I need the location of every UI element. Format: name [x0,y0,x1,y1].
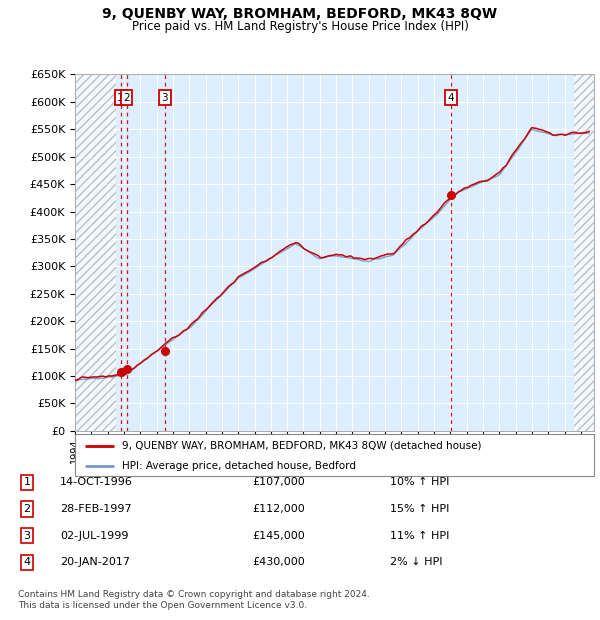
Text: 10% ↑ HPI: 10% ↑ HPI [390,477,449,487]
Text: 20-JAN-2017: 20-JAN-2017 [60,557,130,567]
Text: 11% ↑ HPI: 11% ↑ HPI [390,531,449,541]
Text: 28-FEB-1997: 28-FEB-1997 [60,504,131,514]
Bar [574,74,594,431]
Text: 3: 3 [23,531,31,541]
Text: 1: 1 [117,92,124,102]
Text: 9, QUENBY WAY, BROMHAM, BEDFORD, MK43 8QW: 9, QUENBY WAY, BROMHAM, BEDFORD, MK43 8Q… [103,7,497,22]
Text: 4: 4 [448,92,455,102]
Text: 2: 2 [23,504,31,514]
Text: 9, QUENBY WAY, BROMHAM, BEDFORD, MK43 8QW (detached house): 9, QUENBY WAY, BROMHAM, BEDFORD, MK43 8Q… [122,441,481,451]
Text: This data is licensed under the Open Government Licence v3.0.: This data is licensed under the Open Gov… [18,601,307,611]
Text: 15% ↑ HPI: 15% ↑ HPI [390,504,449,514]
Text: Price paid vs. HM Land Registry's House Price Index (HPI): Price paid vs. HM Land Registry's House … [131,20,469,33]
Text: £107,000: £107,000 [252,477,305,487]
Text: 3: 3 [161,92,168,102]
Text: 1: 1 [23,477,31,487]
Text: 2: 2 [123,92,130,102]
Text: 4: 4 [23,557,31,567]
Text: 02-JUL-1999: 02-JUL-1999 [60,531,128,541]
Bar [75,74,116,431]
Text: £145,000: £145,000 [252,531,305,541]
Text: £112,000: £112,000 [252,504,305,514]
Text: Contains HM Land Registry data © Crown copyright and database right 2024.: Contains HM Land Registry data © Crown c… [18,590,370,600]
Text: HPI: Average price, detached house, Bedford: HPI: Average price, detached house, Bedf… [122,461,356,471]
Text: 2% ↓ HPI: 2% ↓ HPI [390,557,443,567]
Text: 14-OCT-1996: 14-OCT-1996 [60,477,133,487]
Text: £430,000: £430,000 [252,557,305,567]
